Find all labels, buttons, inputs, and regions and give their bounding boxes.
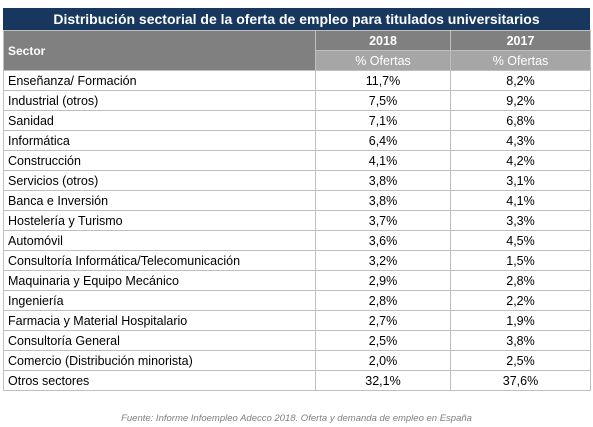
table-container: Distribución sectorial de la oferta de e… [3, 8, 591, 391]
sector-cell: Consultoría General [3, 330, 316, 351]
sector-cell: Comercio (Distribución minorista) [3, 350, 316, 371]
sector-cell: Automóvil [3, 230, 316, 251]
header-cell: 2017 [450, 30, 591, 51]
value-cell: 32,1% [315, 370, 451, 391]
subheader-row: % Ofertas % Ofertas [4, 50, 591, 71]
table-row: Industrial (otros) 7,5% 9,2% [3, 90, 591, 111]
value-cell: 3,8% [315, 170, 451, 191]
sector-cell: Construcción [3, 150, 316, 171]
table-row: Consultoría General 2,5% 3,8% [3, 330, 591, 351]
table: Sector 2018 2017 % Ofertas % Ofertas Ens… [3, 30, 591, 391]
table-row: Consultoría Informática/Telecomunicación… [3, 250, 591, 271]
value-cell: 4,5% [450, 230, 591, 251]
value-cell: 2,2% [450, 290, 591, 311]
value-cell: 2,0% [315, 350, 451, 371]
source-note: Fuente: Informe Infoempleo Adecco 2018. … [121, 413, 472, 424]
sector-cell: Banca e Inversión [3, 190, 316, 211]
sector-cell: Otros sectores [3, 370, 316, 391]
value-cell: 7,5% [315, 90, 451, 111]
value-cell: 3,3% [450, 210, 591, 231]
value-cell: 4,1% [315, 150, 451, 171]
value-cell: 2,5% [450, 350, 591, 371]
header-row: Sector 2018 2017 [3, 30, 591, 71]
sector-cell: Servicios (otros) [3, 170, 316, 191]
subheader-cell: % Ofertas [315, 50, 451, 71]
header-cell: 2018 [315, 30, 451, 51]
table-title: Distribución sectorial de la oferta de e… [3, 8, 590, 30]
table-row: Enseñanza/ Formación 11,7% 8,2% [3, 70, 591, 91]
sector-cell: Ingeniería [3, 290, 316, 311]
value-cell: 2,7% [315, 310, 451, 331]
value-cell: 6,4% [315, 130, 451, 151]
value-cell: 3,6% [315, 230, 451, 251]
value-cell: 4,2% [450, 150, 591, 171]
sector-cell: Informática [3, 130, 316, 151]
table-row: Otros sectores 32,1% 37,6% [3, 370, 591, 391]
value-cell: 2,8% [450, 270, 591, 291]
table-row: Sanidad 7,1% 6,8% [3, 110, 591, 131]
sector-cell: Industrial (otros) [3, 90, 316, 111]
table-row: Servicios (otros) 3,8% 3,1% [3, 170, 591, 191]
sector-cell: Enseñanza/ Formación [3, 70, 316, 91]
value-cell: 8,2% [450, 70, 591, 91]
value-cell: 1,9% [450, 310, 591, 331]
value-cell: 3,8% [450, 330, 591, 351]
value-cell: 7,1% [315, 110, 451, 131]
table-row: Ingeniería 2,8% 2,2% [3, 290, 591, 311]
sector-cell: Maquinaria y Equipo Mecánico [3, 270, 316, 291]
value-cell: 11,7% [315, 70, 451, 91]
sector-cell: Hostelería y Turismo [3, 210, 316, 231]
table-row: Construcción 4,1% 4,2% [3, 150, 591, 171]
value-cell: 37,6% [450, 370, 591, 391]
value-cell: 2,5% [315, 330, 451, 351]
value-cell: 1,5% [450, 250, 591, 271]
value-cell: 9,2% [450, 90, 591, 111]
value-cell: 4,1% [450, 190, 591, 211]
value-cell: 6,8% [450, 110, 591, 131]
sector-cell: Farmacia y Material Hospitalario [3, 310, 316, 331]
value-cell: 2,8% [315, 290, 451, 311]
value-cell: 3,1% [450, 170, 591, 191]
table-row: Banca e Inversión 3,8% 4,1% [3, 190, 591, 211]
sector-cell: Sanidad [3, 110, 316, 131]
table-row: Hostelería y Turismo 3,7% 3,3% [3, 210, 591, 231]
table-row: Automóvil 3,6% 4,5% [3, 230, 591, 251]
table-body: Enseñanza/ Formación 11,7% 8,2% Industrial … [3, 70, 591, 391]
sector-cell: Consultoría Informática/Telecomunicación [3, 250, 316, 271]
table-row: Maquinaria y Equipo Mecánico 2,9% 2,8% [3, 270, 591, 291]
value-cell: 3,7% [315, 210, 451, 231]
value-cell: 3,8% [315, 190, 451, 211]
value-cell: 4,3% [450, 130, 591, 151]
value-cell: 2,9% [315, 270, 451, 291]
table-row: Comercio (Distribución minorista) 2,0% 2,5… [3, 350, 591, 371]
value-cell: 3,2% [315, 250, 451, 271]
table-row: Informática 6,4% 4,3% [3, 130, 591, 151]
header-cell: Sector [3, 30, 316, 71]
table-row: Farmacia y Material Hospitalario 2,7% 1,9% [3, 310, 591, 331]
subheader-cell: % Ofertas [450, 50, 591, 71]
